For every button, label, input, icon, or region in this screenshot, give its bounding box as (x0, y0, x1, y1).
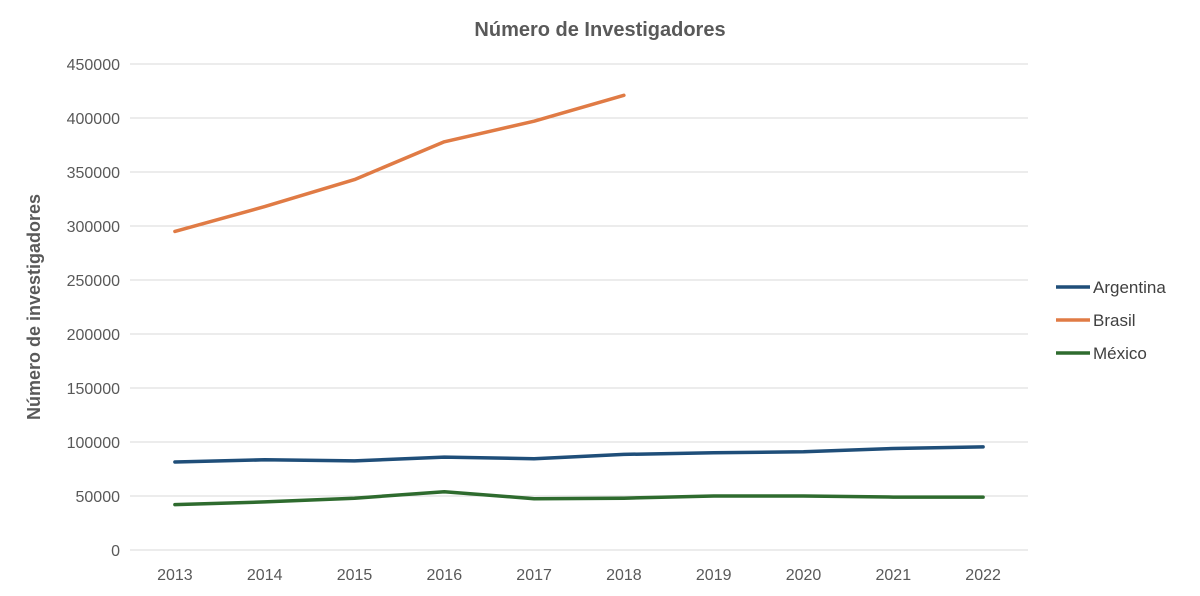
grid-lines (130, 63, 1028, 551)
y-tick-label: 350000 (67, 165, 120, 182)
legend-label: Argentina (1093, 278, 1166, 297)
y-tick-label: 450000 (67, 57, 120, 74)
y-tick-label: 400000 (67, 111, 120, 128)
x-tick-label: 2015 (337, 567, 373, 584)
series-line-méxico (173, 489, 985, 507)
chart-title: Número de Investigadores (474, 19, 725, 41)
y-tick-label: 250000 (67, 273, 120, 290)
y-axis-label: Número de investigadores (24, 194, 44, 420)
x-tick-label: 2021 (876, 567, 912, 584)
y-tick-label: 300000 (67, 219, 120, 236)
series-line-argentina (173, 445, 985, 464)
y-tick-label: 150000 (67, 381, 120, 398)
y-tick-label: 200000 (67, 327, 120, 344)
x-tick-label: 2020 (786, 567, 822, 584)
y-tick-label: 50000 (76, 489, 121, 506)
y-tick-labels: 0 50000 100000 150000 200000 250000 300000 3500… (67, 57, 120, 560)
legend: Argentina Brasil México (1056, 278, 1166, 363)
x-tick-label: 2013 (157, 567, 193, 584)
legend-label: México (1093, 344, 1147, 363)
y-tick-label: 0 (111, 543, 120, 560)
series-lines (173, 93, 985, 507)
x-tick-label: 2019 (696, 567, 732, 584)
y-tick-label: 100000 (67, 435, 120, 452)
x-tick-labels: 2013 2014 2015 2016 2017 2018 2019 2020 2021 2022 (157, 567, 1001, 584)
series-line-brasil (173, 93, 626, 234)
x-tick-label: 2017 (516, 567, 552, 584)
x-tick-label: 2022 (965, 567, 1001, 584)
x-tick-label: 2018 (606, 567, 642, 584)
x-tick-label: 2014 (247, 567, 283, 584)
x-tick-label: 2016 (427, 567, 463, 584)
legend-label: Brasil (1093, 311, 1136, 330)
